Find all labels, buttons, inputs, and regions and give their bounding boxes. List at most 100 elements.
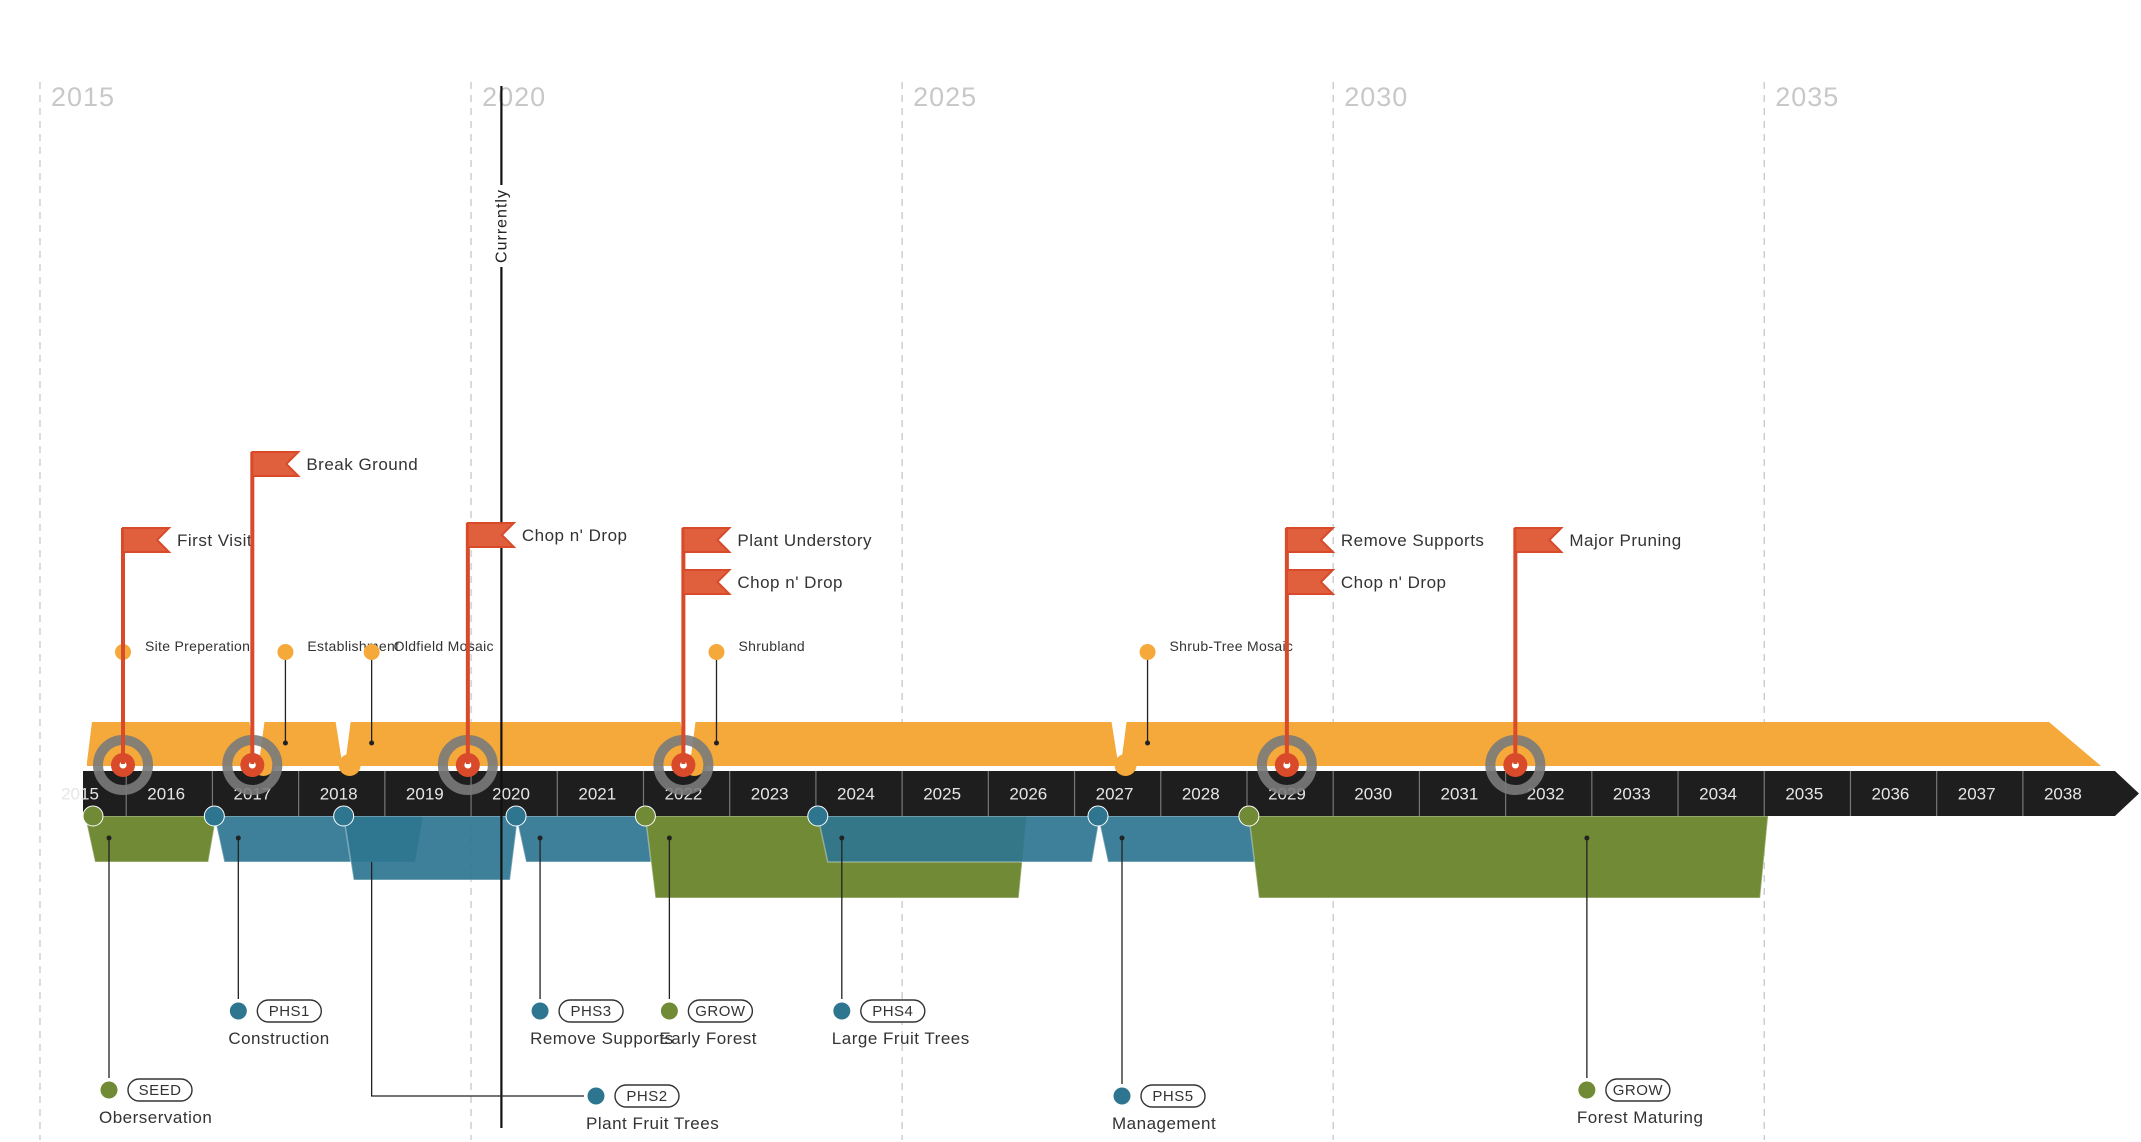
year-label: 2019 — [406, 785, 444, 804]
milestone-label: Major Pruning — [1569, 531, 1681, 550]
period-bands — [84, 722, 2101, 899]
phase-code-badge — [860, 999, 926, 1023]
phase-start-dot — [505, 805, 527, 827]
year-label: 2023 — [751, 785, 789, 804]
phase-name: Early Forest — [659, 1029, 757, 1048]
decade-label: 2035 — [1775, 82, 1839, 112]
milestone-flag — [1285, 569, 1336, 595]
phase-code: PHS4 — [872, 1003, 913, 1020]
year-label: 2035 — [1785, 785, 1823, 804]
stage-anchor — [282, 740, 288, 746]
phase-anchor — [839, 835, 845, 841]
phase-code-badge — [614, 1084, 680, 1108]
phase-band — [84, 815, 218, 863]
milestone-flag — [1514, 527, 1564, 553]
phase-code: GROW — [1613, 1082, 1664, 1099]
stage-boundary-dot — [338, 754, 361, 776]
stage-dot — [363, 644, 380, 660]
decade-label: 2030 — [1344, 82, 1408, 112]
phase-start-dot — [82, 805, 104, 827]
stage-label: Site Preperation — [145, 638, 250, 654]
phase-labels: SEED Oberservation PHS1 Construction PHS2 Pla… — [82, 805, 1704, 1133]
phase-anchor — [537, 835, 543, 841]
axis-arrow — [83, 771, 2139, 816]
stage-boundary-dot — [1114, 754, 1137, 776]
milestone-flag — [682, 527, 732, 553]
year-label: 2034 — [1699, 785, 1737, 804]
phase-code-badge — [1605, 1078, 1671, 1102]
year-label: 2024 — [837, 785, 875, 804]
phase-code: PHS5 — [1152, 1088, 1193, 1105]
phase-dot — [531, 1002, 549, 1020]
year-label: 2020 — [492, 785, 530, 804]
milestone-label: Chop n' Drop — [1341, 573, 1447, 592]
stage-label: Shrubland — [738, 638, 805, 654]
year-label: 2036 — [1872, 785, 1910, 804]
phase-code: PHS2 — [626, 1088, 667, 1105]
phase-name: Plant Fruit Trees — [586, 1114, 719, 1133]
phase-start-dot — [1087, 805, 1109, 827]
milestones: First Visit Break Ground Chop n' Drop Plant… — [93, 451, 1681, 795]
phase-band — [1248, 815, 1769, 899]
phase-dot — [100, 1081, 118, 1099]
phase-dot — [587, 1087, 605, 1105]
year-label: 2032 — [1527, 785, 1565, 804]
phase-code: PHS3 — [570, 1003, 611, 1020]
milestone-label: Chop n' Drop — [522, 526, 628, 545]
year-label: 2033 — [1613, 785, 1651, 804]
phase-dot — [660, 1002, 678, 1020]
phase-start-dot — [203, 805, 225, 827]
phase-start-dot — [807, 805, 829, 827]
milestone-label: Break Ground — [306, 455, 418, 474]
stage-anchor — [369, 740, 375, 746]
stage-anchor — [713, 740, 719, 746]
stage-label: Establishment — [307, 638, 399, 654]
milestone-label: First Visit — [177, 531, 252, 550]
year-label: 2028 — [1182, 785, 1220, 804]
phase-code: PHS1 — [269, 1003, 310, 1020]
decade-label: 2015 — [51, 82, 115, 112]
succession-band — [87, 722, 2101, 766]
year-label: 2038 — [2044, 785, 2082, 804]
phase-anchor — [666, 835, 672, 841]
year-label: 2016 — [147, 785, 185, 804]
phase-code-badge — [1140, 1084, 1206, 1108]
phase-anchor — [235, 835, 241, 841]
phase-dot — [833, 1002, 851, 1020]
milestone-flag — [682, 569, 732, 595]
year-label: 2027 — [1096, 785, 1134, 804]
phase-code-badge — [687, 999, 754, 1023]
phase-start-dot — [333, 805, 355, 827]
stage-label: Shrub-Tree Mosaic — [1170, 638, 1294, 654]
milestone-flag — [122, 527, 172, 553]
phase-start-dot — [634, 805, 656, 827]
phase-dot — [1578, 1081, 1596, 1099]
phase-start-dot — [1238, 805, 1260, 827]
phase-name: Large Fruit Trees — [832, 1029, 970, 1048]
decade-gridlines: 2015 2020 2025 2030 2035 — [39, 82, 1839, 1140]
phase-dot — [229, 1002, 247, 1020]
current-label-bg — [489, 185, 514, 267]
year-label: 2031 — [1440, 785, 1478, 804]
year-label: 2030 — [1354, 785, 1392, 804]
phase-band — [342, 815, 519, 881]
milestone-flag — [466, 522, 517, 548]
phase-code: GROW — [695, 1003, 746, 1020]
year-label: 2015 — [61, 785, 99, 804]
decade-label: 2020 — [482, 82, 546, 112]
year-axis: 2015 2016 2017 2018 2019 2020 2021 2022 2023 2024… — [61, 771, 2139, 816]
phase-anchor — [106, 835, 112, 841]
milestone-flag — [251, 451, 301, 477]
phase-code: SEED — [139, 1082, 182, 1099]
decade-label: 2025 — [913, 82, 977, 112]
year-label: 2018 — [320, 785, 358, 804]
phase-anchor — [1119, 835, 1125, 841]
phase-name: Forest Maturing — [1577, 1108, 1704, 1127]
milestone-label: Chop n' Drop — [737, 573, 843, 592]
current-label: Currently — [493, 189, 510, 263]
milestone-label: Remove Supports — [1341, 531, 1485, 550]
milestone-flag — [1285, 527, 1336, 553]
phase-dot — [1113, 1087, 1131, 1105]
